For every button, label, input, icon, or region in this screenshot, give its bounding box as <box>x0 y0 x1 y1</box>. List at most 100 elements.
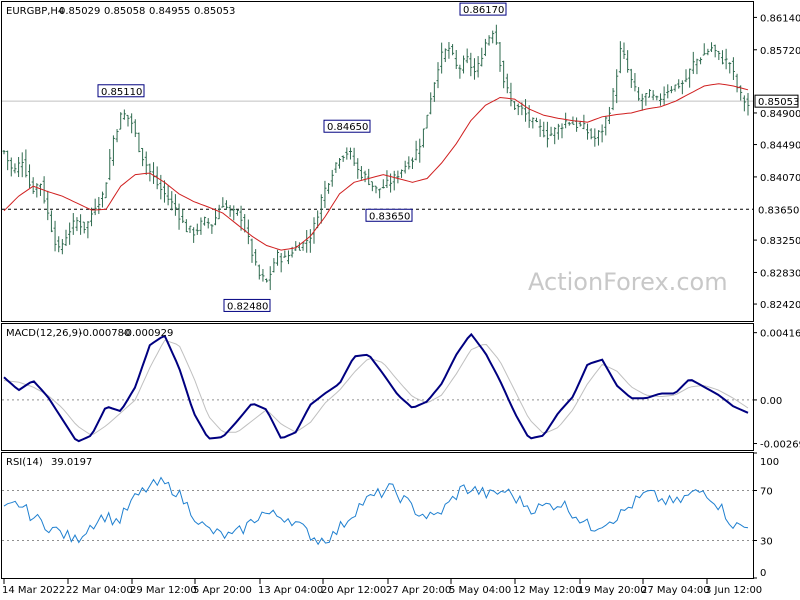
price-annotation-label: 0.85110 <box>101 87 142 98</box>
ohlc-bar <box>235 209 239 216</box>
ohlc-bar <box>684 69 688 83</box>
ohlc-bar <box>702 43 706 56</box>
x-tick-label: 12 May 12:00 <box>513 585 582 596</box>
ohlc-bar <box>319 194 323 224</box>
ohlc-bar <box>257 264 261 280</box>
ohlc-bar <box>327 182 331 194</box>
ohlc-bar <box>71 213 75 235</box>
ohlc-bar <box>717 50 721 61</box>
ohlc-bar <box>177 203 181 230</box>
ohlc-bar <box>462 55 466 74</box>
y-tick-label: 0.86140 <box>760 13 800 24</box>
ohlc-bar <box>305 230 309 253</box>
ohlc-bar <box>133 119 137 138</box>
ohlc-bar <box>359 166 363 180</box>
ohlc-bar <box>97 196 101 214</box>
support-price-label: 0.83650 <box>758 205 799 216</box>
price-bars <box>2 24 750 291</box>
ohlc-bar <box>451 44 455 56</box>
ohlc-bar <box>443 48 447 63</box>
ohlc-bar <box>742 95 746 112</box>
ohlc-bar <box>188 225 192 234</box>
ohlc-bar <box>586 123 590 140</box>
price-annotation-box <box>323 119 371 133</box>
ohlc-bar <box>250 238 254 263</box>
y-tick-label: 30 <box>760 537 773 548</box>
ohlc-bar <box>301 242 305 251</box>
ohlc-bar <box>100 191 104 208</box>
ohlc-bar <box>137 132 141 153</box>
ohlc-bar <box>538 119 542 137</box>
price-header-symbol: EURGBP,H4 <box>6 6 64 17</box>
x-tick-label: 19 May 20:00 <box>578 585 647 596</box>
ohlc-bar <box>626 50 630 73</box>
ohlc-bar <box>122 109 126 120</box>
y-tick-label: 0.84490 <box>760 141 800 152</box>
ohlc-bar <box>108 148 112 181</box>
macd-header-macd: -0.000780 <box>79 328 130 339</box>
ohlc-bar <box>115 129 119 143</box>
ohlc-bar <box>414 140 418 161</box>
ohlc-bar <box>308 229 312 253</box>
ohlc-bar <box>60 239 64 255</box>
ohlc-bar <box>93 198 97 216</box>
ohlc-bar <box>480 47 484 67</box>
ohlc-bar <box>90 207 94 227</box>
ohlc-bar <box>334 162 338 173</box>
x-tick-label: 13 Apr 04:00 <box>258 585 323 596</box>
ohlc-bar <box>564 112 568 129</box>
x-tick-label: 22 Mar 04:00 <box>66 585 133 596</box>
ohlc-bar <box>254 249 258 266</box>
ohlc-bar <box>184 219 188 233</box>
ohlc-bar <box>24 149 28 178</box>
x-tick-label: 14 Mar 2022 <box>2 585 65 596</box>
ohlc-bar <box>553 127 557 145</box>
ohlc-bar <box>458 64 462 79</box>
y-tick-label: -0.002699 <box>760 440 800 451</box>
ohlc-bar <box>513 101 517 110</box>
ohlc-bar <box>502 60 506 89</box>
ohlc-bar <box>46 190 50 221</box>
ohlc-bar <box>476 56 480 78</box>
ohlc-bar <box>20 152 24 178</box>
y-tick-label: 0.004164 <box>760 329 800 340</box>
ohlc-bar <box>491 30 495 44</box>
ohlc-bar <box>272 258 276 273</box>
ohlc-bar <box>392 170 396 191</box>
ohlc-bar <box>181 209 185 224</box>
price-annotation: 0.86170 <box>459 2 507 16</box>
ohlc-bar <box>400 169 404 178</box>
ohlc-bar <box>640 93 644 111</box>
ohlc-bar <box>312 217 316 244</box>
ohlc-bar <box>429 92 433 115</box>
ohlc-bar <box>746 92 750 116</box>
ohlc-bar <box>560 123 564 139</box>
macd-y-axis: 0.004164 0.00 -0.002699 <box>753 329 800 451</box>
ohlc-bar <box>224 200 228 210</box>
x-tick-label: 3 Jun 12:00 <box>705 585 762 596</box>
ohlc-bar <box>483 38 487 57</box>
ohlc-bar <box>731 57 735 80</box>
ohlc-bar <box>297 242 301 251</box>
ohlc-bar <box>363 170 367 183</box>
x-tick-label: 27 Apr 20:00 <box>386 585 451 596</box>
price-y-axis: 0.86140 0.85720 0.84900 0.84490 0.84070 0.832… <box>753 13 800 311</box>
price-annotation: 0.82480 <box>223 298 271 312</box>
ohlc-bar <box>407 156 411 170</box>
ohlc-bar <box>130 113 134 134</box>
ohlc-bar <box>141 147 145 167</box>
ohlc-bar <box>677 79 681 89</box>
ohlc-bar <box>545 121 549 148</box>
price-annotation: 0.83650 <box>365 208 413 222</box>
ohlc-bar <box>104 182 108 199</box>
ohlc-bar <box>728 62 732 74</box>
ohlc-bar <box>487 35 491 46</box>
current-price-label: 0.85053 <box>758 97 799 108</box>
ohlc-bar <box>352 147 356 166</box>
ohlc-bar <box>6 150 10 171</box>
ohlc-bar <box>447 42 451 59</box>
macd-header-label: MACD(12,26,9) <box>6 328 82 339</box>
ohlc-bar <box>166 185 170 206</box>
ohlc-bar <box>410 157 414 170</box>
